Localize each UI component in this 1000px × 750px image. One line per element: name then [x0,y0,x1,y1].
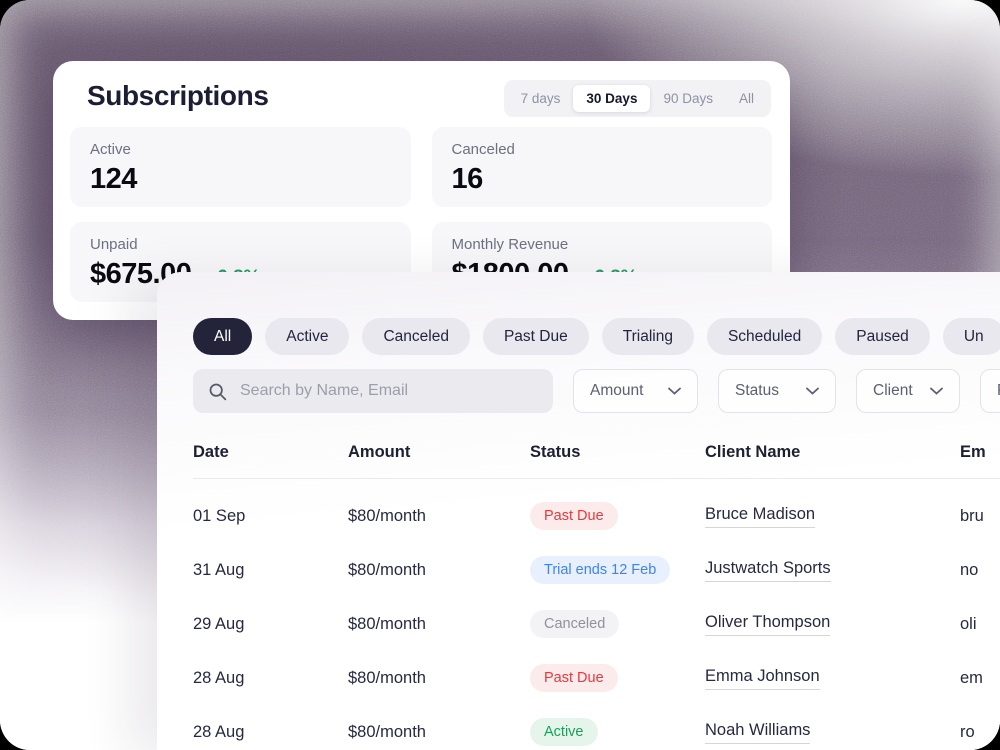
dropdown-label: Status [735,382,779,399]
stat-label: Unpaid [90,236,138,253]
cell-email: no [960,560,979,579]
table-body: 01 Sep $80/month Past Due Bruce Madison … [193,479,1000,750]
cell-amount: $80/month [348,722,426,741]
search-and-filters-row: Amount Status Client P [193,369,1000,413]
cell-date: 28 Aug [193,668,245,687]
amount-filter-dropdown[interactable]: Amount [573,369,698,413]
status-badge: Canceled [530,610,620,638]
table-row: 31 Aug $80/month Trial ends 12 Feb Justw… [193,543,1000,597]
stat-card-active: Active 124 [70,127,411,207]
filter-pill-unpaid-cutoff[interactable]: Un [942,318,1000,355]
cell-amount: $80/month [348,668,426,687]
cell-date: 01 Sep [193,506,246,525]
page-title: Subscriptions [87,80,269,111]
client-filter-dropdown[interactable]: Client [856,369,960,413]
time-range-tab-30-days[interactable]: 30 Days [573,85,651,112]
cell-email: bru [960,506,984,525]
status-badge: Active [530,718,598,746]
search-bar[interactable] [193,369,553,413]
cell-email: ro [960,722,975,741]
stat-label: Monthly Revenue [451,236,569,253]
cell-amount: $80/month [348,506,426,525]
subscriptions-table-panel: All Active Canceled Past Due Trialing Sc… [157,272,1000,750]
cell-date: 31 Aug [193,560,245,579]
subscriptions-table: Date Amount Status Client Name Em 01 Sep… [193,438,1000,750]
column-header-client-name: Client Name [705,442,801,461]
time-range-tabs: 7 days 30 Days 90 Days All [503,80,771,117]
client-link[interactable]: Oliver Thompson [705,613,831,636]
filter-pill-active[interactable]: Active [265,318,350,355]
dropdown-label: P [997,382,1000,400]
column-header-status: Status [530,442,581,461]
column-header-email-cutoff: Em [960,442,986,461]
filter-pill-paused[interactable]: Paused [835,318,930,355]
status-filter-pills: All Active Canceled Past Due Trialing Sc… [193,318,1000,355]
stat-value: 16 [451,163,484,195]
time-range-tab-90-days[interactable]: 90 Days [663,91,713,106]
table-row: 29 Aug $80/month Canceled Oliver Thompso… [193,597,1000,651]
cell-amount: $80/month [348,614,426,633]
cutoff-filter-dropdown[interactable]: P [980,369,1000,413]
chevron-down-icon [930,387,943,395]
client-link[interactable]: Emma Johnson [705,667,820,690]
header-divider [193,478,1000,479]
filter-pill-past-due[interactable]: Past Due [482,318,589,355]
client-link[interactable]: Noah Williams [705,721,811,744]
cell-email: oli [960,614,977,633]
filter-pill-canceled[interactable]: Canceled [362,318,470,355]
client-link[interactable]: Bruce Madison [705,505,816,528]
stat-value: 124 [90,163,137,195]
client-link[interactable]: Justwatch Sports [705,559,831,582]
cell-date: 28 Aug [193,722,245,741]
chevron-down-icon [806,387,819,395]
stat-card-canceled: Canceled 16 [431,127,772,207]
filter-pill-all[interactable]: All [193,318,253,355]
chevron-down-icon [668,387,681,395]
table-row: 01 Sep $80/month Past Due Bruce Madison … [193,489,1000,543]
dropdown-label: Amount [590,382,644,399]
search-input[interactable] [238,381,539,401]
cell-email: em [960,668,983,687]
filter-pill-scheduled[interactable]: Scheduled [706,318,823,355]
time-range-tab-7-days[interactable]: 7 days [520,91,561,106]
search-icon [209,383,227,400]
cell-amount: $80/month [348,560,426,579]
dropdown-label: Client [873,382,913,399]
table-row: 28 Aug $80/month Past Due Emma Johnson e… [193,651,1000,705]
status-badge: Trial ends 12 Feb [530,556,671,584]
stat-label: Active [90,141,131,158]
card-header: Subscriptions 7 days 30 Days 90 Days All [70,80,773,117]
column-header-date: Date [193,442,229,461]
table-row: 28 Aug $80/month Active Noah Williams ro [193,705,1000,750]
status-filter-dropdown[interactable]: Status [718,369,836,413]
time-range-tab-all[interactable]: All [738,91,754,106]
column-header-amount: Amount [348,442,411,461]
status-badge: Past Due [530,664,618,692]
status-badge: Past Due [530,502,618,530]
filter-pill-trialing[interactable]: Trialing [601,318,694,355]
table-header: Date Amount Status Client Name Em [193,438,1000,466]
cell-date: 29 Aug [193,614,245,633]
stat-label: Canceled [451,141,515,158]
